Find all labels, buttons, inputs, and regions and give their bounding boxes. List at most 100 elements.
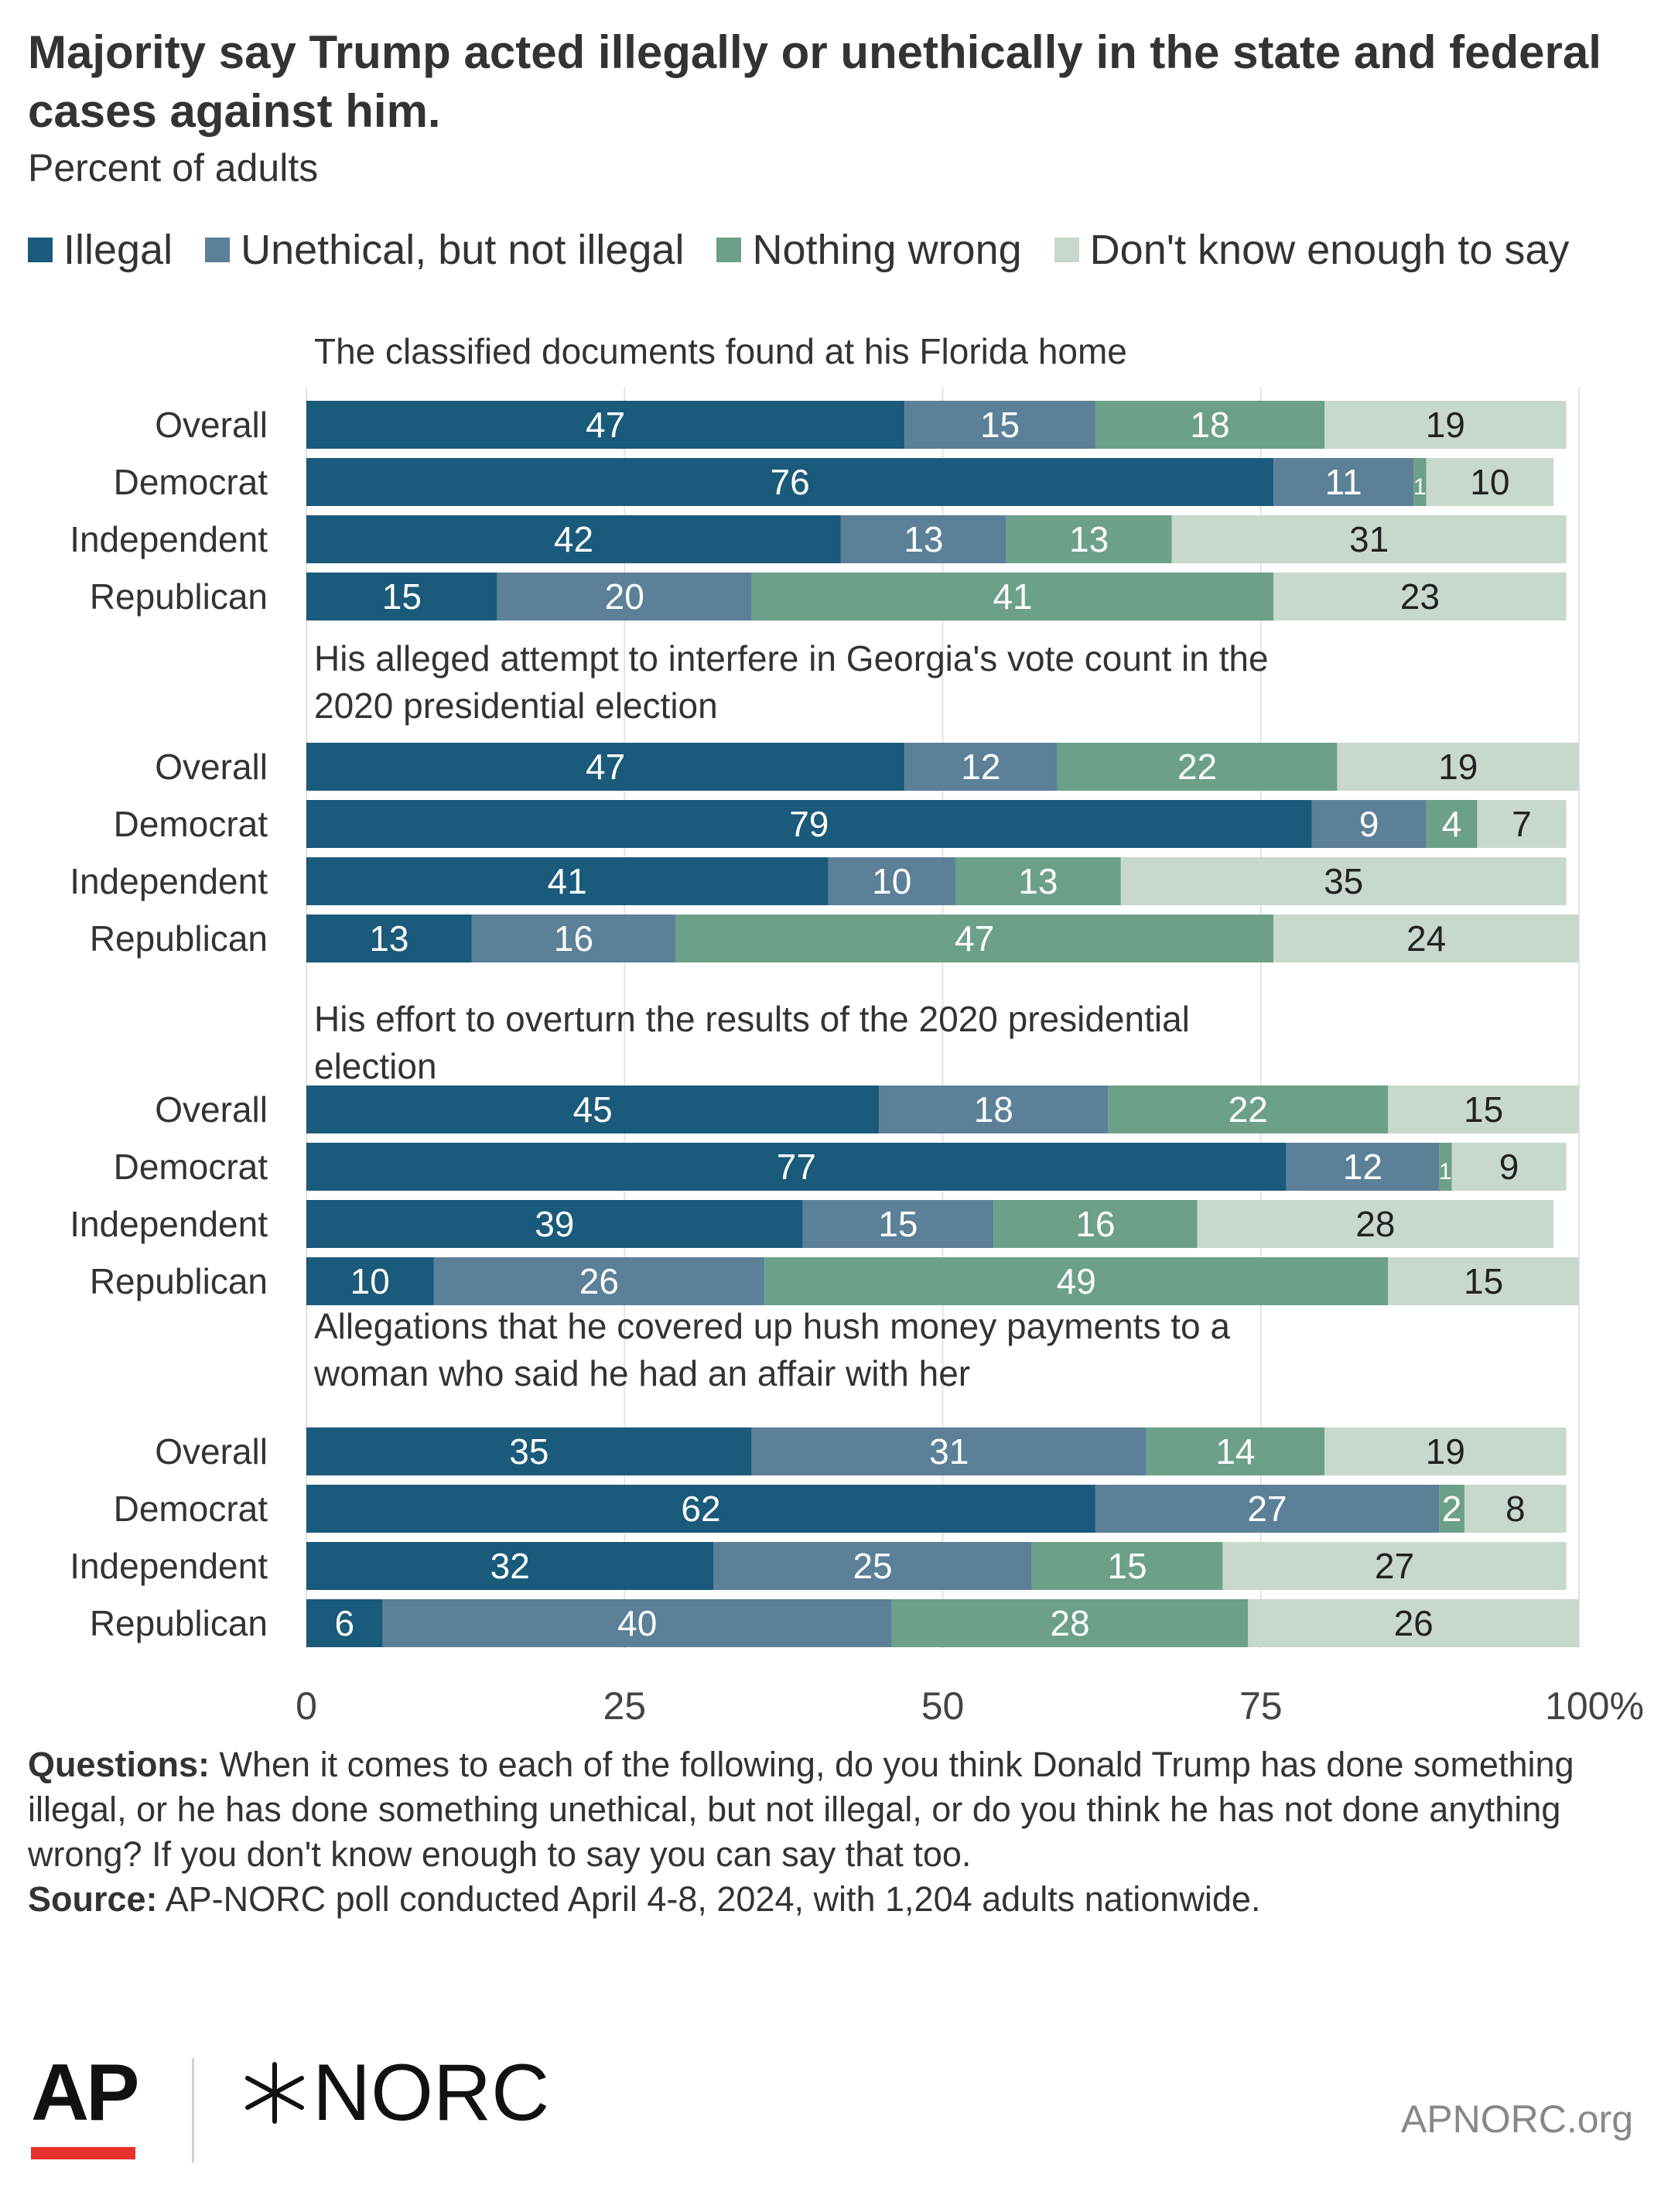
row-label: Democrat	[114, 1147, 268, 1187]
data-label: 9	[1359, 804, 1379, 844]
questions-text: When it comes to each of the following, …	[28, 1745, 1574, 1874]
bar-segment	[879, 1085, 1109, 1133]
legend-swatch	[1054, 238, 1079, 262]
data-label: 77	[777, 1147, 816, 1187]
data-label: 4	[1442, 804, 1462, 844]
bar-segment	[1413, 458, 1427, 506]
bar-segment	[904, 743, 1058, 791]
bar-segment	[675, 915, 1274, 962]
data-label: 12	[961, 747, 1000, 787]
data-label: 40	[617, 1603, 657, 1643]
ap-logo: AP	[31, 2048, 139, 2138]
bar-segment	[891, 1599, 1249, 1647]
data-label: 15	[1107, 1546, 1147, 1586]
data-label: 25	[853, 1546, 892, 1586]
row-label: Independent	[70, 861, 268, 901]
bar-segment	[828, 857, 955, 905]
data-label: 28	[1050, 1603, 1089, 1643]
bar-segment	[1273, 458, 1414, 506]
bar-segment	[471, 915, 676, 962]
data-label: 39	[535, 1204, 574, 1244]
row-label: Overall	[155, 405, 268, 445]
data-label: 16	[554, 918, 593, 959]
row-label: Independent	[70, 1546, 268, 1586]
data-label: 26	[579, 1261, 619, 1301]
bar-segment	[306, 1599, 383, 1647]
row-label: Republican	[90, 918, 268, 959]
data-label: 32	[490, 1546, 530, 1586]
data-label: 15	[878, 1204, 918, 1244]
data-label: 7	[1512, 804, 1532, 844]
bar-segment	[904, 401, 1095, 449]
row-label: Democrat	[114, 804, 268, 844]
chart-title: Majority say Trump acted illegally or un…	[28, 26, 1601, 137]
data-label: 47	[586, 747, 625, 787]
data-label: 76	[771, 462, 810, 502]
legend-label: Nothing wrong	[752, 227, 1022, 273]
data-label: 22	[1177, 747, 1217, 787]
data-label: 31	[1349, 519, 1389, 559]
bar-segment	[306, 800, 1312, 848]
data-label: 27	[1247, 1489, 1287, 1529]
data-label: 10	[872, 861, 911, 901]
data-label: 9	[1499, 1147, 1519, 1187]
bar-segment	[1197, 1200, 1554, 1248]
legend-item: Illegal	[28, 226, 173, 274]
bar-segment	[1146, 1427, 1324, 1475]
group-title: His alleged attempt to interfere in Geor…	[314, 638, 1269, 726]
data-label: 10	[1470, 462, 1509, 502]
row-label: Overall	[155, 1431, 268, 1472]
row-label: Independent	[70, 519, 268, 559]
legend-label: Don't know enough to say	[1089, 227, 1570, 273]
bar-segment	[1095, 401, 1324, 449]
data-label: 22	[1229, 1089, 1268, 1130]
bar-segment	[306, 743, 905, 791]
bar-segment	[1324, 1427, 1567, 1475]
data-label: 28	[1355, 1204, 1395, 1244]
data-label: 49	[1057, 1261, 1096, 1301]
data-label: 19	[1438, 747, 1478, 787]
norc-logo-text: NORC	[313, 2048, 550, 2138]
data-label: 35	[1324, 861, 1363, 901]
bar-segment	[1426, 458, 1554, 506]
bar-segment	[802, 1200, 994, 1248]
data-label: 19	[1426, 1431, 1465, 1472]
data-label: 18	[1190, 405, 1229, 445]
bar-segment	[1108, 1085, 1389, 1133]
bar-segment	[1311, 800, 1427, 848]
data-label: 79	[789, 804, 829, 844]
questions-note: Questions: When it comes to each of the …	[28, 1742, 1645, 1877]
bar-segment	[993, 1200, 1198, 1248]
data-label: 24	[1406, 918, 1446, 959]
data-label: 6	[335, 1603, 355, 1643]
chart-subtitle: Percent of adults	[28, 146, 319, 190]
bar-segment	[1120, 857, 1567, 905]
row-label: Independent	[70, 1204, 268, 1244]
data-label: 26	[1394, 1603, 1434, 1643]
data-label: 19	[1426, 405, 1465, 445]
data-label: 15	[1464, 1261, 1503, 1301]
data-label: 8	[1505, 1489, 1526, 1529]
row-label: Republican	[90, 576, 268, 617]
data-label: 10	[350, 1261, 390, 1301]
bar-segment	[1031, 1542, 1223, 1590]
legend-swatch	[28, 238, 53, 262]
bar-segment	[713, 1542, 1032, 1590]
legend-swatch	[716, 238, 742, 262]
data-label: 15	[1464, 1089, 1503, 1130]
source-note: Source: AP-NORC poll conducted April 4-8…	[28, 1877, 1645, 1922]
source-text: AP-NORC poll conducted April 4-8, 2024, …	[157, 1879, 1261, 1919]
bar-segment	[1477, 800, 1567, 848]
bar-segment	[1273, 573, 1567, 621]
data-label: 15	[382, 576, 422, 617]
bar-segment	[1006, 515, 1172, 563]
data-label: 20	[605, 576, 644, 617]
legend-swatch	[205, 238, 231, 262]
group-title: The classified documents found at his Fl…	[314, 331, 1127, 371]
bar-segment	[306, 401, 905, 449]
data-label: 27	[1375, 1546, 1414, 1586]
bar-segment	[306, 573, 497, 621]
bar-segment	[1171, 515, 1567, 563]
bar-segment	[1451, 1143, 1567, 1191]
data-label: 42	[554, 519, 593, 559]
